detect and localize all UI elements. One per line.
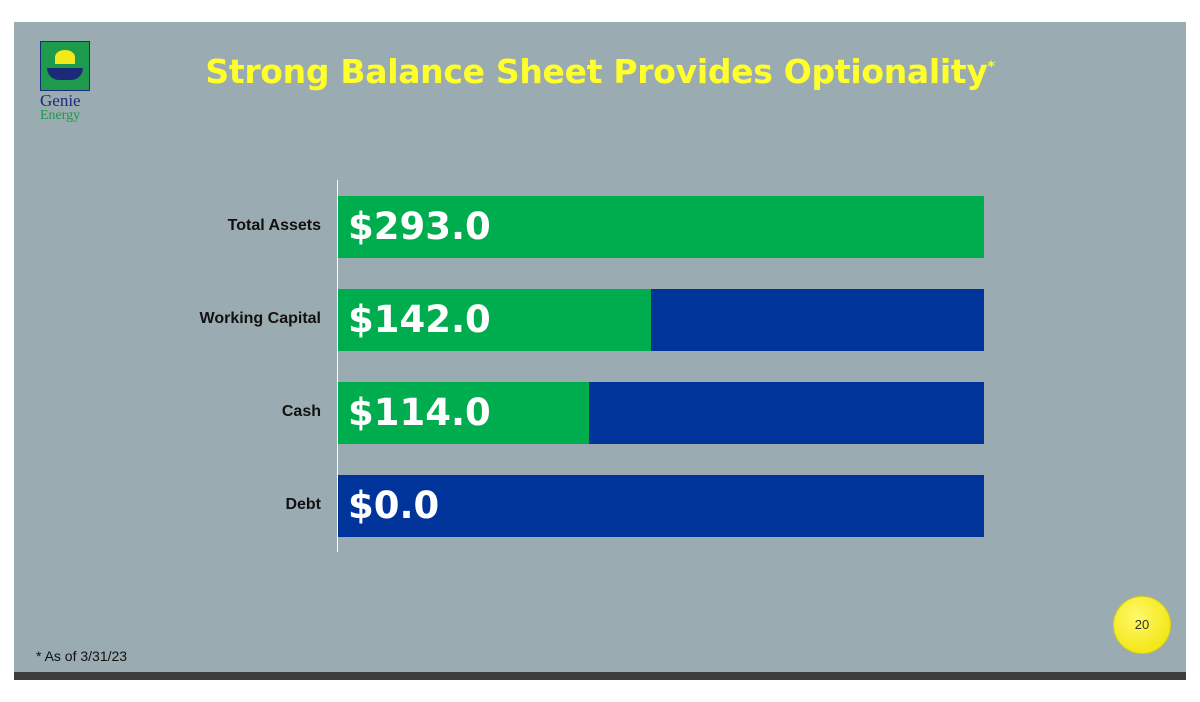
bar-total-assets — [338, 196, 984, 258]
footnote: * As of 3/31/23 — [36, 648, 128, 664]
genie-energy-logo: Genie Energy — [40, 41, 92, 123]
slide-title: Strong Balance Sheet Provides Optionalit… — [14, 52, 1186, 91]
bar-remainder-debt — [338, 475, 984, 537]
data-label-total-assets: $293.0 — [348, 205, 491, 248]
logo-text-genie: Genie — [40, 91, 81, 110]
data-label-cash: $114.0 — [348, 391, 491, 434]
title-asterisk: * — [987, 59, 995, 75]
category-label-debt: Debt — [285, 496, 321, 513]
data-label-debt: $0.0 — [348, 484, 440, 527]
page-number-badge: 20 — [1113, 596, 1171, 654]
bar-cash — [338, 382, 590, 444]
category-label-working-capital: Working Capital — [199, 310, 322, 327]
bar-working-capital — [338, 289, 652, 351]
category-label-total-assets: Total Assets — [227, 217, 321, 234]
logo-text-energy: Energy — [40, 108, 81, 123]
title-text: Strong Balance Sheet Provides Optionalit… — [205, 52, 988, 91]
data-label-working-capital: $142.0 — [348, 298, 491, 341]
slide: Genie Energy Strong Balance Sheet Provid… — [14, 22, 1186, 672]
bottom-bar — [14, 672, 1186, 680]
genie-lamp-icon — [40, 41, 90, 91]
category-axis-line — [337, 180, 338, 552]
category-label-cash: Cash — [281, 403, 321, 420]
